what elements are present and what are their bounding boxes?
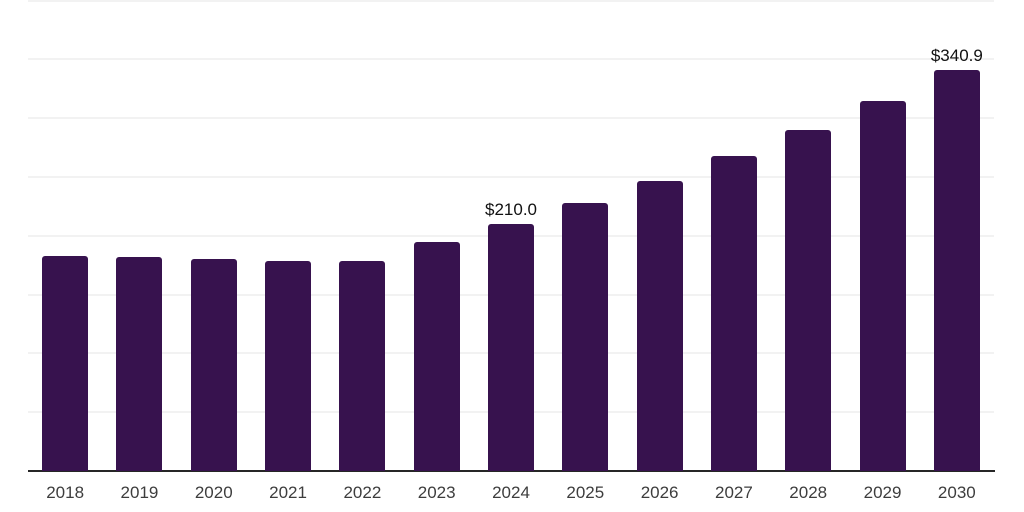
bar-2022: [339, 261, 385, 471]
bar-2021: [265, 261, 311, 471]
gridline-400: [28, 0, 994, 2]
bar-2020: [191, 259, 237, 471]
gridline-300: [28, 117, 994, 119]
x-tick-label-2019: 2019: [120, 483, 159, 502]
x-tick-label-2028: 2028: [789, 483, 828, 502]
bar-2027: [711, 156, 757, 471]
bar-2024: [488, 224, 534, 471]
x-tick-label-2029: 2029: [863, 483, 902, 502]
bar-2028: [785, 130, 831, 471]
bar-2018: [42, 256, 88, 471]
bar-2026: [637, 181, 683, 471]
x-tick-label-2023: 2023: [417, 483, 456, 502]
bar-2025: [562, 203, 608, 471]
bar-2023: [414, 242, 460, 471]
x-tick-label-2020: 2020: [194, 483, 233, 502]
x-tick-label-2025: 2025: [566, 483, 605, 502]
gridline-350: [28, 58, 994, 60]
x-tick-label-2021: 2021: [269, 483, 307, 502]
bar-2019: [116, 257, 162, 471]
x-tick-label-2024: 2024: [492, 483, 530, 502]
bar-value-label-2024: $210.0: [485, 200, 537, 219]
x-tick-label-2030: 2030: [937, 483, 976, 502]
bar-value-label-2030: $340.9: [930, 46, 983, 65]
x-tick-label-2026: 2026: [640, 483, 679, 502]
x-axis-line: [28, 470, 995, 472]
x-tick-label-2018: 2018: [46, 483, 85, 502]
gridline-250: [28, 176, 994, 178]
x-tick-label-2027: 2027: [715, 483, 753, 502]
bar-2030: [934, 70, 980, 471]
bar-2029: [860, 101, 906, 471]
x-tick-label-2022: 2022: [343, 483, 382, 502]
